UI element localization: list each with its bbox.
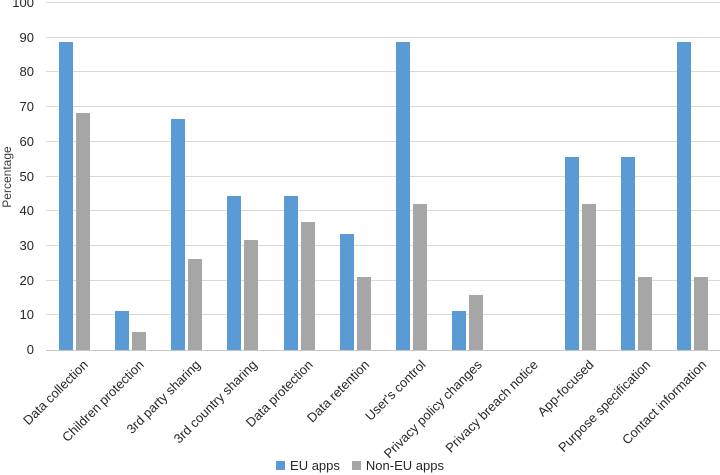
bars-row <box>46 3 720 350</box>
gridline-80 <box>46 71 720 73</box>
y-tick-label-70: 70 <box>19 99 34 115</box>
bar-group-app-focused <box>552 3 608 350</box>
y-tick-label-80: 80 <box>19 64 34 80</box>
bar-non-eu-apps-contact-information <box>694 276 709 350</box>
gridline-30 <box>46 244 720 246</box>
legend-item-eu-apps: EU apps <box>276 458 340 473</box>
legend-label-non-eu-apps: Non-EU apps <box>365 457 444 473</box>
bar-non-eu-apps-data-collection <box>75 112 90 350</box>
bar-non-eu-apps-3rd-party-sharing <box>188 258 203 350</box>
bar-group-3rd-country-sharing <box>215 3 271 350</box>
y-tick-label-0: 0 <box>26 342 34 357</box>
bar-non-eu-apps-children-protection <box>131 331 146 350</box>
legend: EU apps Non-EU apps <box>0 457 720 473</box>
bar-group-data-protection <box>271 3 327 350</box>
x-label-privacy-policy-changes: Privacy policy changes <box>380 357 485 462</box>
gridline-90 <box>46 36 720 38</box>
bar-group-3rd-party-sharing <box>159 3 215 350</box>
gridline-50 <box>46 175 720 177</box>
bar-group-children-protection <box>102 3 158 350</box>
bar-non-eu-apps-user-s-control <box>413 203 428 350</box>
bar-group-privacy-policy-changes <box>440 3 496 350</box>
y-tick-label-20: 20 <box>19 272 34 288</box>
x-label-privacy-breach-notice: Privacy breach notice <box>442 357 541 456</box>
bar-group-contact-information <box>665 3 720 350</box>
gridline-10 <box>46 314 720 316</box>
bar-eu-apps-data-protection <box>283 195 298 350</box>
bar-eu-apps-privacy-policy-changes <box>452 311 467 350</box>
bar-group-purpose-specification <box>609 3 665 350</box>
legend-swatch-eu-apps <box>276 460 286 470</box>
y-tick-label-10: 10 <box>19 307 34 323</box>
bar-eu-apps-contact-information <box>677 41 692 350</box>
legend-label-eu-apps: EU apps <box>290 457 340 473</box>
bar-eu-apps-3rd-country-sharing <box>227 195 242 350</box>
bar-non-eu-apps-data-retention <box>356 276 371 350</box>
bar-group-data-collection <box>46 3 102 350</box>
bar-non-eu-apps-data-protection <box>300 222 315 350</box>
gridline-70 <box>46 106 720 108</box>
bar-eu-apps-purpose-specification <box>621 157 636 350</box>
gridline-40 <box>46 210 720 212</box>
gridline-60 <box>46 140 720 142</box>
gridline-100 <box>46 2 720 3</box>
bar-group-user-s-control <box>384 3 440 350</box>
bar-non-eu-apps-app-focused <box>581 203 596 350</box>
y-tick-label-90: 90 <box>19 29 34 45</box>
plot-area <box>46 2 720 351</box>
bar-eu-apps-data-retention <box>339 234 354 350</box>
legend-swatch-non-eu-apps <box>351 460 361 470</box>
gridline-20 <box>46 279 720 281</box>
y-tick-label-40: 40 <box>19 203 34 219</box>
y-tick-label-100: 100 <box>12 0 34 10</box>
bar-eu-apps-app-focused <box>564 157 579 350</box>
bar-eu-apps-3rd-party-sharing <box>171 118 186 350</box>
y-tick-label-30: 30 <box>19 237 34 253</box>
bar-eu-apps-data-collection <box>58 41 73 350</box>
bar-non-eu-apps-privacy-policy-changes <box>469 295 484 350</box>
bar-eu-apps-children-protection <box>114 311 129 350</box>
bar-group-data-retention <box>327 3 383 350</box>
bar-group-privacy-breach-notice <box>496 3 552 350</box>
bar-non-eu-apps-purpose-specification <box>638 276 653 350</box>
y-tick-label-60: 60 <box>19 133 34 149</box>
legend-item-non-eu-apps: Non-EU apps <box>351 457 444 473</box>
y-tick-label-50: 50 <box>19 168 34 184</box>
bar-eu-apps-user-s-control <box>396 41 411 350</box>
bar-non-eu-apps-3rd-country-sharing <box>244 240 259 350</box>
